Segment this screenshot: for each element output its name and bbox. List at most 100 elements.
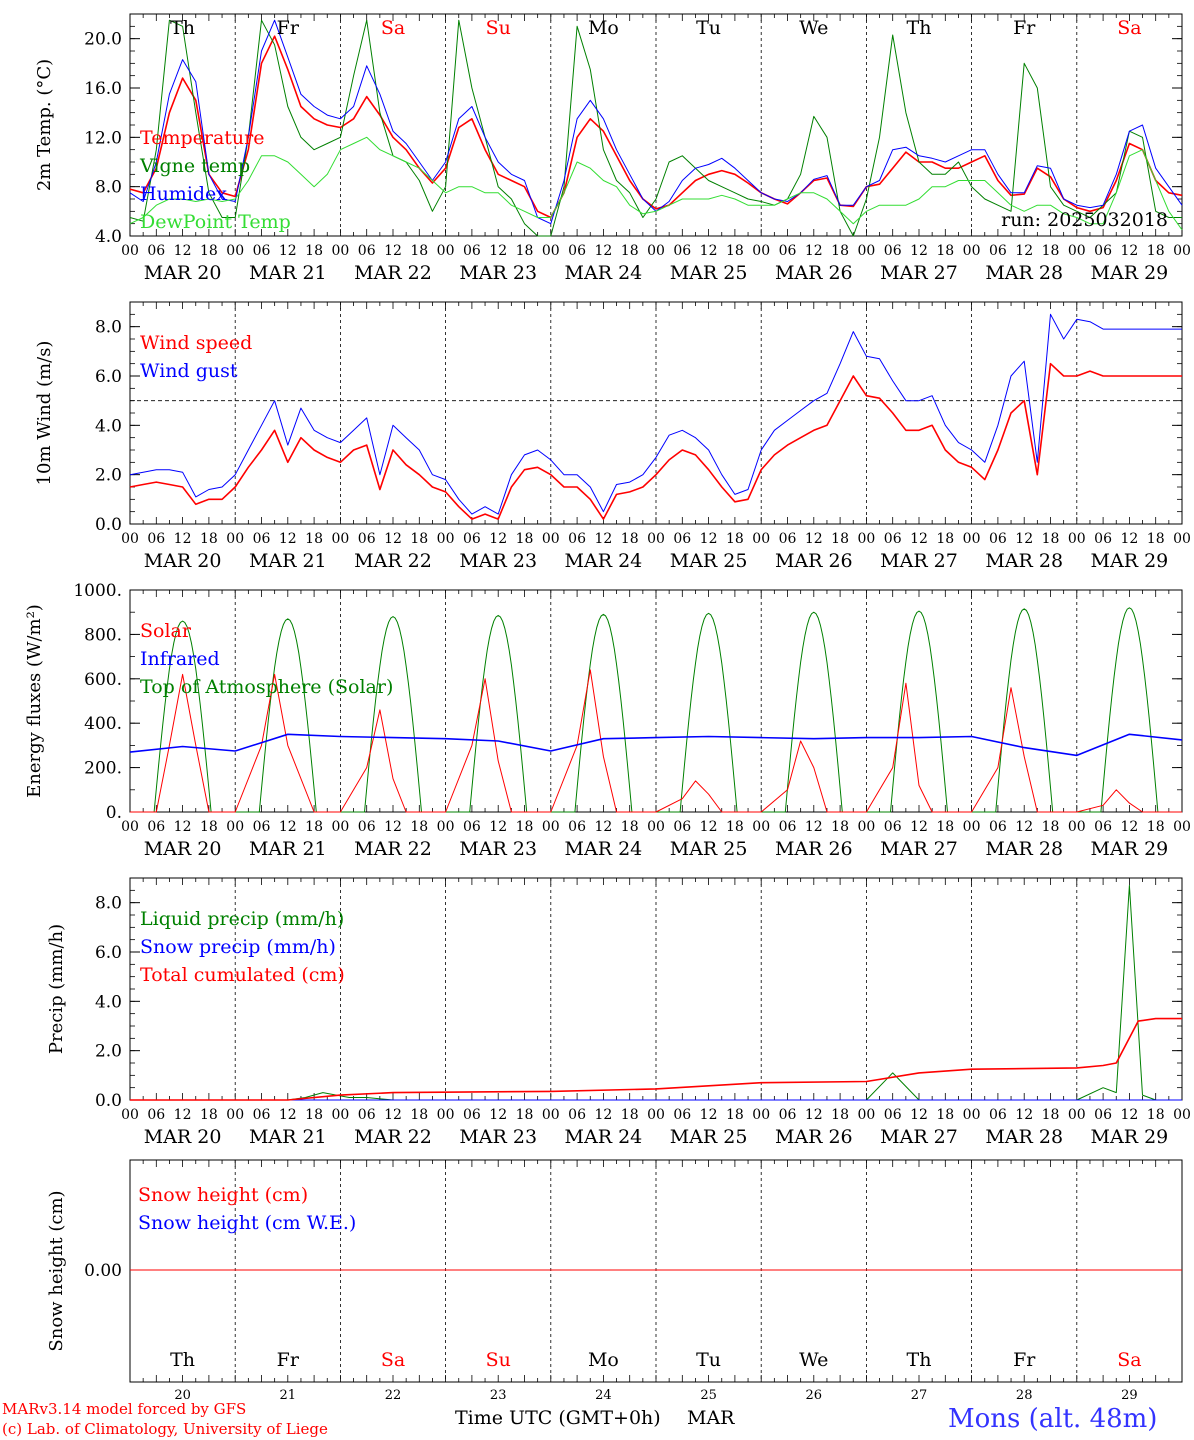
hour-tick-label: 00 <box>857 243 875 259</box>
weekday-label: Sa <box>381 17 405 39</box>
y-tick-label: 8.0 <box>95 178 122 198</box>
hour-tick-label: 06 <box>989 1107 1007 1123</box>
hour-tick-label: 18 <box>936 243 954 259</box>
hour-tick-label: 18 <box>410 243 428 259</box>
y-tick-label: 4.0 <box>95 416 122 436</box>
y-tick-label: 200. <box>84 759 122 779</box>
hour-tick-label: 00 <box>437 243 455 259</box>
hour-tick-label: 18 <box>305 243 323 259</box>
y-tick-label: 6.0 <box>95 367 122 387</box>
date-label: MAR 29 <box>1091 1126 1169 1148</box>
lab-credit-line: (c) Lab. of Climatology, University of L… <box>2 1420 328 1438</box>
series-line <box>130 669 1182 813</box>
hour-tick-label: 06 <box>253 819 271 835</box>
y-tick-label: 0.0 <box>95 515 122 535</box>
hour-tick-label: 12 <box>174 1107 192 1123</box>
hour-tick-label: 00 <box>226 819 244 835</box>
hour-tick-label: 12 <box>1120 819 1138 835</box>
hour-tick-label: 06 <box>673 531 691 547</box>
hour-tick-label: 12 <box>700 819 718 835</box>
hour-tick-label: 00 <box>963 243 981 259</box>
hour-tick-label: 00 <box>963 531 981 547</box>
hour-tick-label: 06 <box>147 531 165 547</box>
hour-tick-label: 12 <box>1120 1107 1138 1123</box>
day-number-label: 25 <box>700 1388 717 1403</box>
hour-tick-label: 18 <box>516 819 534 835</box>
hour-tick-label: 12 <box>489 531 507 547</box>
hour-tick-label: 18 <box>1042 1107 1060 1123</box>
y-tick-label: 0. <box>106 803 122 823</box>
series-line <box>129 733 1183 757</box>
legend-entry: Snow height (cm) <box>138 1184 308 1206</box>
hour-tick-label: 06 <box>779 819 797 835</box>
hour-tick-label: 00 <box>226 1107 244 1123</box>
date-label: MAR 21 <box>249 1126 327 1148</box>
hour-tick-label: 06 <box>463 531 481 547</box>
hour-tick-label: 18 <box>726 243 744 259</box>
hour-tick-label: 18 <box>1147 819 1165 835</box>
station-label: Mons (alt. 48m) <box>948 1404 1157 1434</box>
hour-tick-label: 06 <box>463 1107 481 1123</box>
hour-tick-label: 18 <box>200 243 218 259</box>
hour-tick-label: 06 <box>147 819 165 835</box>
series-line <box>129 362 1182 520</box>
date-label: MAR 28 <box>985 1126 1063 1148</box>
y-tick-label: 16.0 <box>84 79 122 99</box>
hour-tick-label: 00 <box>1068 1107 1086 1123</box>
legend-entry: Vigne temp <box>139 155 250 177</box>
day-number-label: 20 <box>174 1388 191 1403</box>
legend-entry: Snow height (cm W.E.) <box>138 1212 356 1234</box>
hour-tick-label: 00 <box>226 531 244 547</box>
hour-tick-label: 12 <box>174 819 192 835</box>
date-label: MAR 22 <box>354 838 432 860</box>
hour-tick-label: 18 <box>200 819 218 835</box>
hour-tick-label: 12 <box>910 243 928 259</box>
hour-tick-label: 12 <box>384 531 402 547</box>
date-label: MAR 27 <box>880 550 958 572</box>
hour-tick-label: 18 <box>410 1107 428 1123</box>
legend-entry: Snow precip (mm/h) <box>140 936 336 958</box>
hour-tick-label: 18 <box>305 531 323 547</box>
hour-tick-label: 00 <box>542 531 560 547</box>
day-number-label: 28 <box>1016 1388 1033 1403</box>
hour-tick-label: 18 <box>726 531 744 547</box>
hour-tick-label: 12 <box>594 1107 612 1123</box>
date-label: MAR 29 <box>1091 550 1169 572</box>
hour-tick-label: 00 <box>121 531 139 547</box>
hour-tick-label: 12 <box>594 531 612 547</box>
hour-tick-label: 12 <box>700 243 718 259</box>
hour-tick-label: 00 <box>437 819 455 835</box>
y-tick-label: 800. <box>84 625 122 645</box>
hour-tick-label: 12 <box>805 531 823 547</box>
date-label: MAR 26 <box>775 1126 853 1148</box>
hour-tick-label: 00 <box>226 243 244 259</box>
weekday-label: Th <box>170 17 195 39</box>
hour-tick-label: 18 <box>831 531 849 547</box>
legend-entry: Humidex <box>140 183 227 205</box>
hour-tick-label: 06 <box>568 1107 586 1123</box>
date-label: MAR 20 <box>144 550 222 572</box>
hour-tick-label: 18 <box>831 1107 849 1123</box>
date-label: MAR 23 <box>459 838 537 860</box>
date-label: MAR 26 <box>775 838 853 860</box>
weekday-label: Sa <box>1117 17 1141 39</box>
hour-tick-label: 18 <box>1147 531 1165 547</box>
hour-tick-label: 00 <box>437 1107 455 1123</box>
hour-tick-label: 12 <box>279 531 297 547</box>
hour-tick-label: 06 <box>1094 1107 1112 1123</box>
date-label: MAR 29 <box>1091 262 1169 284</box>
weekday-label: Su <box>486 1349 511 1371</box>
hour-tick-label: 18 <box>410 819 428 835</box>
y-tick-label: 600. <box>84 670 122 690</box>
date-label: MAR 23 <box>459 262 537 284</box>
hour-tick-label: 12 <box>174 243 192 259</box>
y-tick-label: 2.0 <box>95 1042 122 1062</box>
date-label: MAR 25 <box>670 262 748 284</box>
hour-tick-label: 12 <box>700 531 718 547</box>
hour-tick-label: 00 <box>963 1107 981 1123</box>
hour-tick-label: 06 <box>568 243 586 259</box>
hour-tick-label: 12 <box>910 531 928 547</box>
day-number-label: 22 <box>385 1388 402 1403</box>
hour-tick-label: 06 <box>463 243 481 259</box>
date-label: MAR 24 <box>565 550 643 572</box>
